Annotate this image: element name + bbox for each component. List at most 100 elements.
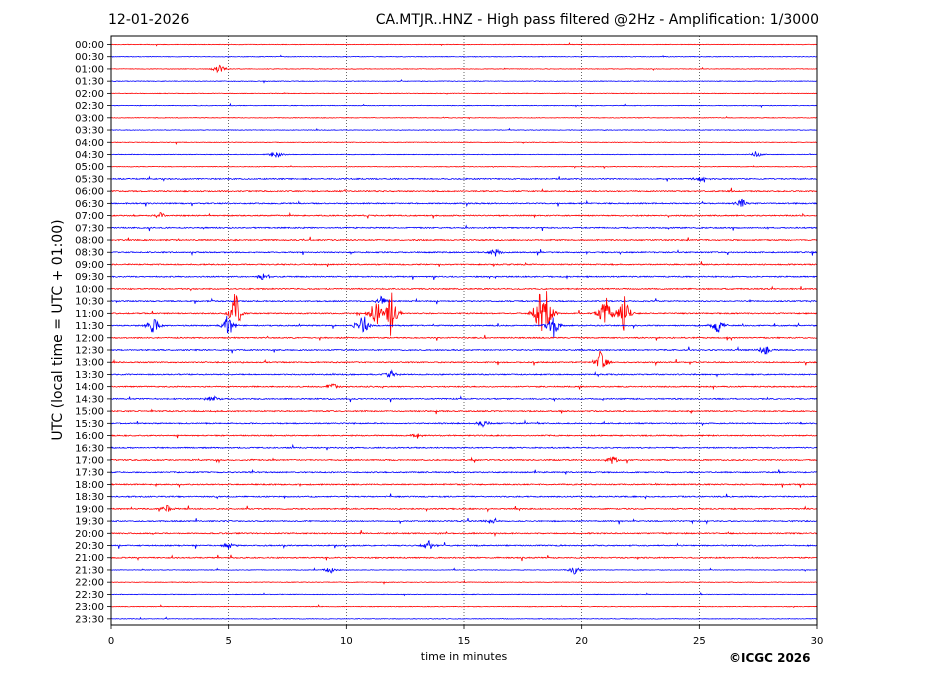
y-tick-label: 21:00 [75, 553, 104, 564]
trace-line [110, 395, 817, 403]
trace-line [110, 261, 817, 268]
y-tick-label: 11:30 [75, 321, 104, 332]
trace-line [110, 383, 817, 391]
y-tick-label: 08:30 [75, 248, 104, 259]
x-tick-label: 25 [693, 636, 706, 647]
y-tick-label: 09:00 [75, 260, 104, 271]
seismic-traces [110, 42, 817, 620]
trace-line [110, 295, 817, 305]
y-tick-label: 01:30 [75, 77, 104, 88]
y-tick-label: 04:30 [75, 150, 104, 161]
trace-line [110, 591, 817, 597]
y-tick-label: 12:00 [75, 333, 104, 344]
trace-line [110, 316, 817, 338]
trace-line [110, 248, 817, 257]
y-tick-label: 07:30 [75, 223, 104, 234]
trace-line [110, 102, 817, 109]
trace-line [110, 116, 817, 120]
trace-line [110, 64, 817, 74]
chart-title: CA.MTJR..HNZ - High pass filtered @2Hz -… [375, 12, 819, 28]
trace-line [110, 616, 817, 620]
trace-line [110, 443, 817, 451]
y-tick-label: 06:00 [75, 187, 104, 198]
trace-line [110, 554, 817, 562]
y-tick-label: 16:00 [75, 431, 104, 442]
date-label: 12-01-2026 [108, 12, 190, 28]
trace-line [110, 285, 817, 292]
trace-line [110, 224, 817, 232]
trace-line [110, 369, 817, 378]
y-tick-label: 06:30 [75, 199, 104, 210]
trace-line [110, 540, 817, 550]
trace-line [110, 79, 817, 84]
plot-frame [110, 35, 818, 626]
y-tick-label: 18:00 [75, 480, 104, 491]
y-tick-label: 07:00 [75, 211, 104, 222]
y-tick-label: 11:00 [75, 309, 104, 320]
trace-line [110, 493, 817, 500]
y-tick-label: 21:30 [75, 565, 104, 576]
y-tick-label: 23:00 [75, 602, 104, 613]
y-tick-label: 14:00 [75, 382, 104, 393]
trace-line [110, 433, 817, 439]
trace-line [110, 291, 817, 336]
trace-line [110, 165, 817, 170]
x-tick-label: 30 [811, 636, 824, 647]
trace-line [110, 236, 817, 242]
trace-line [110, 456, 817, 464]
y-tick-label: 02:30 [75, 101, 104, 112]
trace-line [110, 42, 817, 47]
y-tick-label: 20:30 [75, 541, 104, 552]
y-tick-label: 10:00 [75, 284, 104, 295]
x-axis-ticks: 0 5 10 15 20 25 30 [108, 625, 824, 647]
y-tick-label: 19:30 [75, 517, 104, 528]
x-tick-label: 5 [225, 636, 231, 647]
y-tick-label: 14:30 [75, 394, 104, 405]
y-tick-label: 20:00 [75, 529, 104, 540]
y-tick-label: 13:30 [75, 370, 104, 381]
trace-line [110, 187, 817, 193]
y-tick-label: 15:30 [75, 419, 104, 430]
y-tick-label: 17:30 [75, 468, 104, 479]
y-tick-label: 00:30 [75, 52, 104, 63]
trace-line [110, 54, 817, 58]
trace-line [110, 346, 817, 355]
trace-line [110, 198, 817, 208]
y-tick-label: 03:30 [75, 126, 104, 137]
trace-line [110, 567, 817, 575]
trace-line [110, 175, 817, 183]
y-tick-label: 08:00 [75, 236, 104, 247]
y-tick-label: 02:00 [75, 89, 104, 100]
x-tick-label: 0 [108, 636, 114, 647]
y-tick-label: 05:30 [75, 174, 104, 185]
y-tick-label: 22:30 [75, 590, 104, 601]
y-tick-label: 19:00 [75, 504, 104, 515]
grid-lines [228, 36, 700, 625]
y-tick-label: 04:00 [75, 138, 104, 149]
y-tick-label: 16:30 [75, 443, 104, 454]
trace-line [110, 504, 817, 513]
trace-line [110, 127, 817, 131]
y-tick-label: 13:00 [75, 358, 104, 369]
x-tick-label: 15 [458, 636, 471, 647]
y-tick-label: 09:30 [75, 272, 104, 283]
trace-line [110, 482, 817, 489]
trace-line [111, 273, 817, 280]
y-tick-label: 12:30 [75, 346, 104, 357]
trace-line [110, 151, 817, 158]
trace-line [110, 141, 817, 146]
y-tick-label: 23:30 [75, 614, 104, 625]
x-tick-label: 10 [340, 636, 353, 647]
y-tick-label: 03:00 [75, 113, 104, 124]
y-tick-label: 18:30 [75, 492, 104, 503]
trace-line [110, 604, 817, 609]
trace-line [110, 419, 817, 428]
trace-line [110, 92, 817, 95]
y-tick-label: 15:00 [75, 407, 104, 418]
trace-line [110, 211, 817, 219]
y-tick-label: 05:00 [75, 162, 104, 173]
trace-line [110, 468, 817, 475]
y-tick-label: 17:00 [75, 455, 104, 466]
